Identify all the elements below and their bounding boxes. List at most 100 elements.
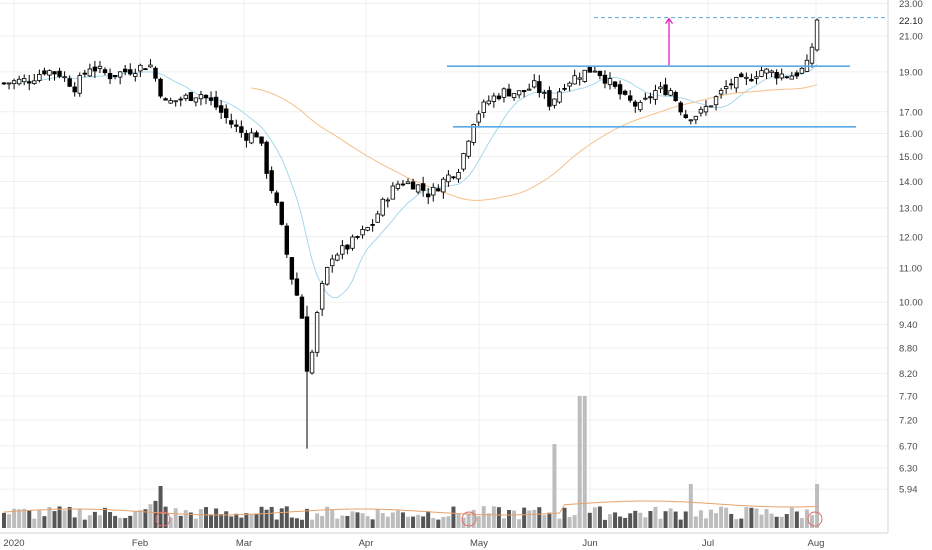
candle-body (501, 88, 507, 98)
candle-body (16, 78, 22, 85)
candle (688, 119, 693, 125)
volume-bar (633, 510, 638, 528)
volume-bar (168, 517, 173, 528)
candle-body (92, 66, 98, 72)
volume-bars (2, 396, 823, 528)
candle-body (264, 141, 269, 174)
candle-body (335, 254, 340, 261)
candle (21, 74, 27, 86)
volume-bar (683, 511, 688, 528)
volume-bar (693, 516, 698, 528)
candle (774, 69, 779, 85)
candle-body (749, 78, 754, 82)
candle (304, 305, 310, 449)
candle-body (188, 92, 194, 101)
volume-bar (148, 504, 153, 528)
candle-body (754, 76, 759, 79)
candle-body (516, 90, 522, 96)
candle (355, 235, 360, 240)
volume-bar (198, 509, 203, 528)
volume-bar (542, 515, 547, 528)
candle (718, 87, 724, 99)
candle-body (425, 193, 431, 198)
moving-averages (3, 64, 818, 299)
candle-body (441, 178, 446, 193)
candle-body (72, 86, 77, 93)
y-tick-label: 10.00 (899, 298, 923, 309)
candle-body (713, 96, 719, 106)
volume-bar (345, 515, 350, 528)
candle (587, 66, 592, 73)
candle-body (739, 73, 744, 78)
candle (516, 90, 522, 99)
candle (400, 179, 406, 187)
candle (11, 78, 17, 90)
candle (643, 92, 648, 101)
candle-body (259, 136, 264, 144)
candle (527, 83, 532, 91)
candle-body (284, 225, 289, 255)
candle-body (638, 102, 643, 111)
volume-bar (436, 519, 441, 528)
candle-body (385, 199, 390, 202)
volume-bar (77, 509, 82, 528)
volume-bar (522, 507, 527, 528)
candle-body (148, 64, 153, 68)
candle (148, 59, 153, 68)
volume-bar (739, 518, 744, 528)
volume-bar (335, 518, 340, 528)
volume-bar (774, 516, 779, 528)
y-tick-label: 16.00 (899, 129, 923, 140)
candle-body (158, 78, 163, 97)
volume-bar (426, 511, 431, 528)
candle (703, 100, 709, 116)
candle-body (198, 94, 204, 100)
candle (244, 130, 249, 148)
candle-body (37, 73, 42, 81)
candle (340, 240, 345, 260)
candle (410, 178, 416, 190)
candle-body (304, 316, 310, 372)
candle (198, 90, 204, 106)
candle-body (814, 19, 820, 51)
volume-bar (552, 444, 557, 528)
candle-body (213, 96, 219, 108)
candle (345, 244, 350, 255)
candle-body (11, 80, 17, 85)
candle (27, 74, 32, 91)
candle (607, 72, 613, 90)
candle (163, 97, 168, 101)
volume-bar (355, 512, 360, 528)
volume-bar (547, 512, 552, 528)
volume-bar (380, 513, 385, 528)
candle (602, 70, 608, 89)
x-tick-label: Feb (132, 538, 148, 549)
volume-bar (441, 517, 446, 528)
candle-body (168, 100, 173, 104)
volume-bar (193, 518, 198, 528)
candle (425, 187, 431, 205)
candle-body (617, 84, 623, 95)
candle (102, 67, 108, 76)
candle-body (244, 132, 249, 141)
candle (123, 64, 128, 76)
candle (496, 93, 502, 101)
volume-bar (476, 516, 481, 528)
candle (552, 98, 557, 109)
candle (234, 119, 239, 133)
candle (729, 78, 734, 90)
earnings-marker (461, 511, 477, 527)
volume-bar (385, 516, 390, 528)
volume-bar (794, 511, 799, 528)
candle-body (789, 75, 794, 80)
candle-body (27, 81, 32, 84)
candle-body (193, 97, 199, 103)
y-tick-label: 14.00 (899, 177, 923, 188)
x-tick-label: Jun (582, 538, 597, 549)
volume-bar (294, 518, 299, 528)
candle-body (729, 83, 734, 86)
candle (335, 252, 340, 262)
volume-bar (597, 506, 602, 528)
candle-body (496, 95, 502, 100)
